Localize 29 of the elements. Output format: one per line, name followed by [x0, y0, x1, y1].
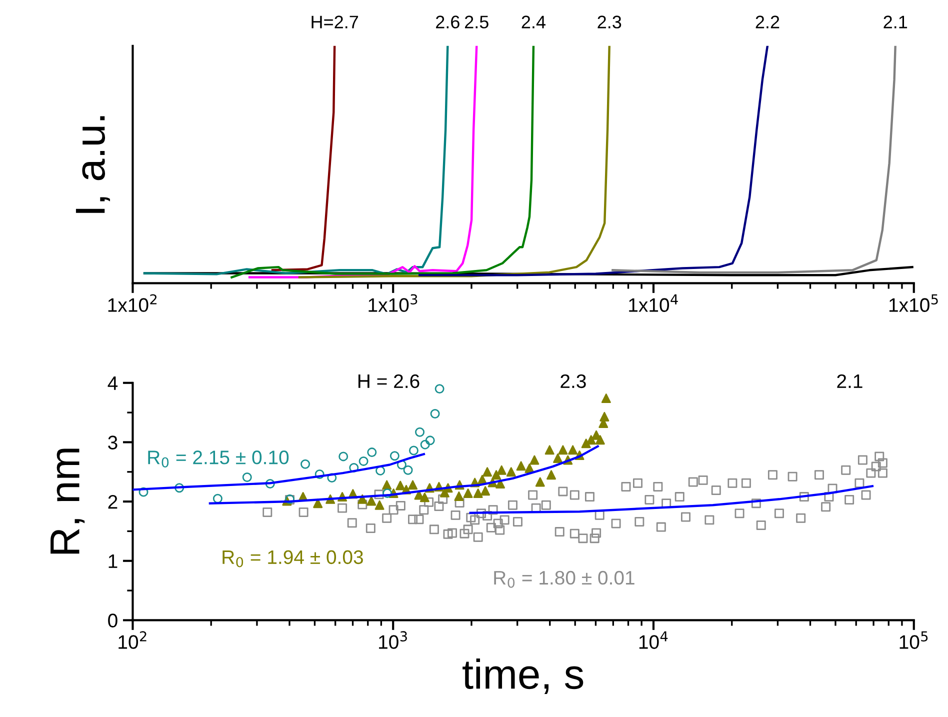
- x-axis-title: time, s: [462, 658, 584, 694]
- series-label: 2.2: [756, 16, 780, 28]
- y-axis-title: R, nm: [50, 448, 85, 554]
- annotation: 2.1: [837, 374, 862, 388]
- y-tick-label: 0: [108, 614, 118, 628]
- series-label: 2.4: [522, 16, 546, 28]
- y-axis-title: I, a.u.: [76, 116, 110, 213]
- annotation: R$_{0}$ = 1.80 ± 0.01: [494, 570, 634, 588]
- x-tick-label: 1x10$^{4}$: [629, 294, 678, 312]
- x-tick-label: 10$^{5}$: [900, 631, 928, 649]
- y-tick-label: 4: [108, 376, 118, 390]
- series-label: 2.1: [884, 16, 908, 28]
- series-label: H=2.7: [312, 16, 358, 28]
- annotation: R$_{0}$ = 1.94 ± 0.03: [222, 550, 363, 568]
- series-label: 2.6: [436, 16, 460, 28]
- y-tick-label: 1: [108, 554, 118, 568]
- annotation: R$_{0}$ = 2.15 ± 0.10: [148, 450, 289, 468]
- annotation: H = 2.6: [358, 374, 420, 388]
- x-tick-label: 1x10$^{2}$: [108, 294, 157, 312]
- x-tick-label: 10$^{3}$: [379, 631, 407, 649]
- series-label: 2.5: [464, 16, 488, 28]
- x-tick-label: 10$^{2}$: [118, 631, 146, 649]
- x-tick-label: 1x10$^{5}$: [889, 294, 938, 312]
- y-tick-label: 3: [108, 436, 118, 450]
- series-label: 2.3: [598, 16, 622, 28]
- x-tick-label: 1x10$^{3}$: [368, 294, 418, 312]
- annotation: 2.3: [560, 374, 586, 388]
- x-tick-label: 10$^{4}$: [639, 631, 668, 649]
- y-tick-label: 2: [108, 495, 118, 509]
